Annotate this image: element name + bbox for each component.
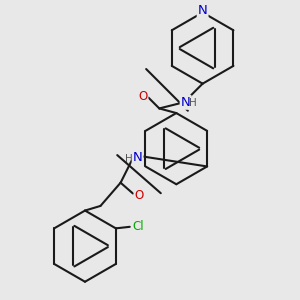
Text: O: O (138, 90, 148, 103)
Text: H: H (125, 154, 133, 164)
Text: N: N (133, 152, 142, 164)
Text: N: N (181, 96, 190, 109)
Text: Cl: Cl (133, 220, 144, 233)
Text: O: O (134, 189, 144, 202)
Text: H: H (190, 98, 197, 108)
Text: N: N (198, 4, 208, 17)
